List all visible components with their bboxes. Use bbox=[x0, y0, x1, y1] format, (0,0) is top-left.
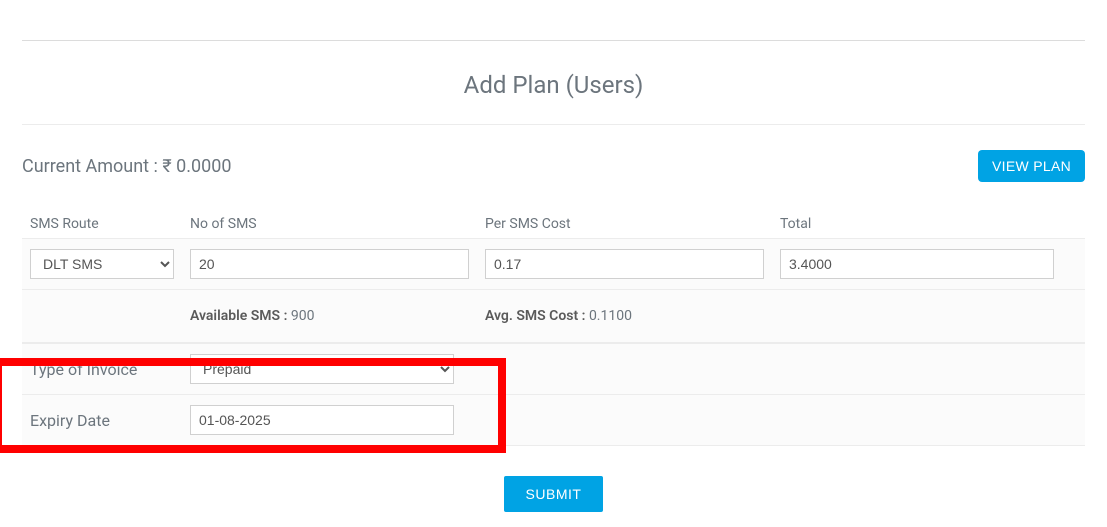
title-divider bbox=[22, 124, 1085, 125]
header-nosms: No of SMS bbox=[182, 210, 477, 238]
expiry-row: Expiry Date bbox=[22, 395, 1085, 446]
page-title: Add Plan (Users) bbox=[22, 71, 1085, 99]
main-input-row: DLT SMS bbox=[22, 238, 1085, 290]
invoice-type-select[interactable]: Prepaid bbox=[190, 354, 454, 384]
invoice-type-label: Type of Invoice bbox=[22, 344, 182, 389]
submit-wrap: SUBMIT bbox=[22, 476, 1085, 512]
available-sms-info: Available SMS : 900 bbox=[182, 298, 477, 334]
header-persms: Per SMS Cost bbox=[477, 210, 772, 238]
header-total: Total bbox=[772, 210, 1062, 238]
header-row: Current Amount : ₹ 0.0000 VIEW PLAN bbox=[22, 150, 1085, 182]
column-headers: SMS Route No of SMS Per SMS Cost Total bbox=[22, 210, 1085, 238]
current-amount-label: Current Amount : ₹ 0.0000 bbox=[22, 156, 231, 177]
invoice-row: Type of Invoice Prepaid bbox=[22, 343, 1085, 395]
expiry-date-input[interactable] bbox=[190, 405, 454, 435]
top-divider bbox=[22, 40, 1085, 41]
info-row: Available SMS : 900 Avg. SMS Cost : 0.11… bbox=[22, 290, 1085, 343]
avg-sms-cost-info: Avg. SMS Cost : 0.1100 bbox=[477, 298, 772, 334]
per-sms-cost-input[interactable] bbox=[485, 249, 764, 279]
submit-button[interactable]: SUBMIT bbox=[504, 476, 604, 512]
expiry-date-label: Expiry Date bbox=[22, 395, 182, 440]
total-output bbox=[780, 249, 1054, 279]
header-route: SMS Route bbox=[22, 210, 182, 238]
no-of-sms-input[interactable] bbox=[190, 249, 469, 279]
sms-route-select[interactable]: DLT SMS bbox=[30, 249, 174, 279]
view-plan-button[interactable]: VIEW PLAN bbox=[978, 150, 1085, 182]
page-container: Add Plan (Users) Current Amount : ₹ 0.00… bbox=[0, 0, 1107, 522]
